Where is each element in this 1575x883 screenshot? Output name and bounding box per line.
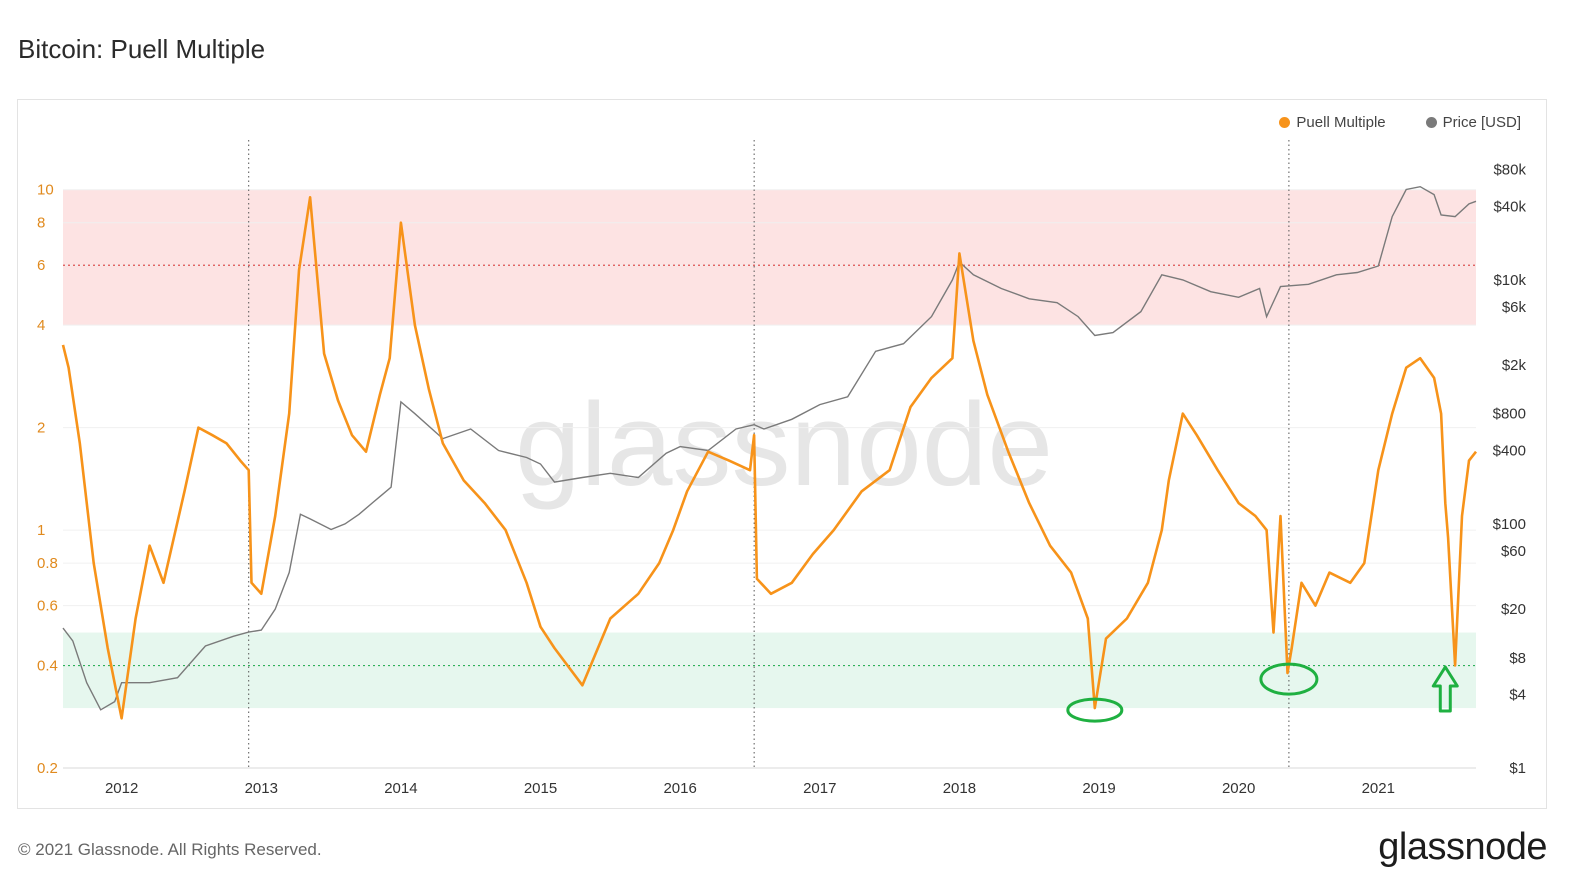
bottom-circle-2020	[1259, 662, 1319, 696]
y-right-tick-label: $2k	[1502, 357, 1527, 374]
legend-item-puell[interactable]: Puell Multiple	[1279, 114, 1386, 131]
y-right-tick-label: $1	[1509, 760, 1526, 777]
x-tick-label: 2017	[803, 780, 836, 797]
y-left-tick-label: 0.6	[37, 598, 58, 615]
y-right-tick-label: $10k	[1493, 272, 1526, 289]
x-tick-label: 2015	[524, 780, 557, 797]
glassnode-logo: glassnode	[1378, 826, 1547, 868]
puell-legend-dot	[1279, 117, 1291, 128]
chart-frame	[17, 99, 1547, 809]
y-right-tick-label: $400	[1493, 442, 1526, 459]
up-arrow-annotation	[1431, 665, 1459, 713]
undervalued-zone-band	[63, 632, 1476, 709]
y-right-tick-label: $20	[1501, 601, 1526, 618]
watermark-text: glassnode	[515, 379, 1053, 511]
x-tick-label: 2014	[384, 780, 417, 797]
y-left-tick-label: 1	[37, 522, 45, 539]
y-left-tick-label: 10	[37, 182, 54, 199]
y-right-tick-label: $4	[1509, 687, 1526, 704]
y-left-tick-label: 0.8	[37, 555, 58, 572]
price-legend-label: Price [USD]	[1442, 114, 1521, 131]
y-right-tick-label: $80k	[1493, 162, 1526, 179]
y-right-tick-label: $8	[1509, 650, 1526, 667]
y-right-tick-label: $40k	[1493, 198, 1526, 215]
bottom-circle-2018	[1066, 697, 1124, 723]
x-tick-label: 2012	[105, 780, 138, 797]
y-left-tick-label: 6	[37, 257, 45, 274]
y-left-tick-label: 0.2	[37, 760, 58, 777]
puell-legend-label: Puell Multiple	[1296, 114, 1386, 131]
y-left-tick-label: 8	[37, 215, 45, 232]
x-tick-label: 2021	[1362, 780, 1395, 797]
y-right-tick-label: $800	[1493, 406, 1526, 423]
y-right-tick-label: $100	[1493, 516, 1526, 533]
y-left-tick-label: 4	[37, 317, 45, 334]
x-tick-label: 2020	[1222, 780, 1255, 797]
puell-multiple-series-line	[61, 196, 1478, 720]
y-right-tick-label: $6k	[1502, 299, 1527, 316]
x-tick-label: 2016	[663, 780, 696, 797]
legend-item-price[interactable]: Price [USD]	[1425, 114, 1521, 131]
copyright-footer: © 2021 Glassnode. All Rights Reserved.	[18, 840, 322, 859]
y-left-tick-label: 2	[37, 420, 45, 437]
chart-title: Bitcoin: Puell Multiple	[18, 34, 266, 64]
x-tick-label: 2019	[1082, 780, 1115, 797]
price-series-line	[62, 185, 1477, 711]
price-legend-dot	[1425, 117, 1437, 128]
x-tick-label: 2018	[943, 780, 976, 797]
x-tick-label: 2013	[245, 780, 278, 797]
y-left-tick-label: 0.4	[37, 658, 58, 675]
y-right-tick-label: $60	[1501, 543, 1526, 560]
overheated-zone-band	[63, 189, 1476, 326]
legend: Puell Multiple Price [USD]	[1279, 114, 1521, 131]
